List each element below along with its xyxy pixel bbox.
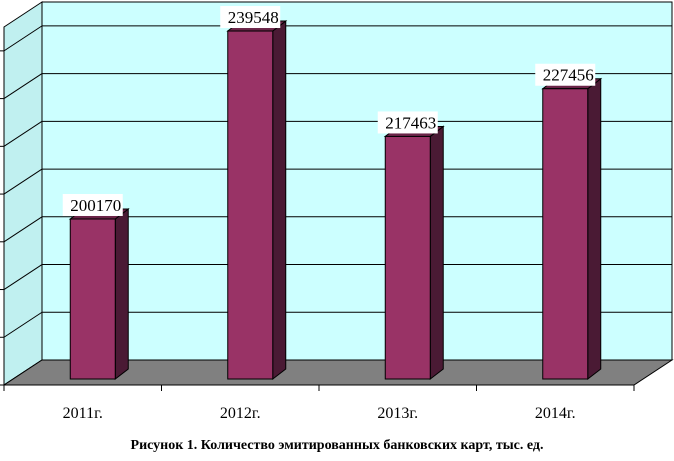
side-gridline: [3, 264, 43, 290]
x-tick-label: 2012г.: [220, 405, 261, 422]
x-tick-label: 2013г.: [377, 405, 418, 422]
x-axis: 2011г. 2012г. 2013г. 2014г.: [0, 27, 635, 422]
bar-side: [114, 207, 129, 381]
side-gridline: [3, 216, 43, 243]
bar: [227, 30, 274, 380]
data-label-box: [62, 193, 123, 216]
data-labels: 200170 239548 217463 227456: [62, 6, 596, 216]
bar: [384, 135, 431, 380]
figure-caption: Рисунок 1. Количество эмитированных банк…: [130, 438, 544, 453]
side-gridline: [3, 168, 43, 195]
bar-side: [587, 77, 602, 381]
side-gridline: [3, 120, 43, 147]
bar-side: [272, 20, 287, 381]
data-label-box: [377, 111, 438, 134]
side-gridline: [3, 311, 43, 338]
bar: [69, 218, 116, 380]
data-label: 200170: [70, 196, 121, 215]
data-label: 227456: [543, 66, 594, 85]
side-gridline: [3, 25, 43, 52]
x-tick-label: 2014г.: [535, 405, 576, 422]
x-tick-label: 2011г.: [63, 405, 103, 422]
bar-side: [429, 125, 444, 381]
side-wall: [3, 1, 43, 386]
data-label-box: [220, 6, 281, 29]
data-label: 239548: [228, 8, 279, 27]
bar: [542, 88, 589, 380]
data-label: 217463: [385, 113, 436, 132]
data-label-box: [535, 63, 596, 86]
side-gridline: [3, 73, 43, 100]
